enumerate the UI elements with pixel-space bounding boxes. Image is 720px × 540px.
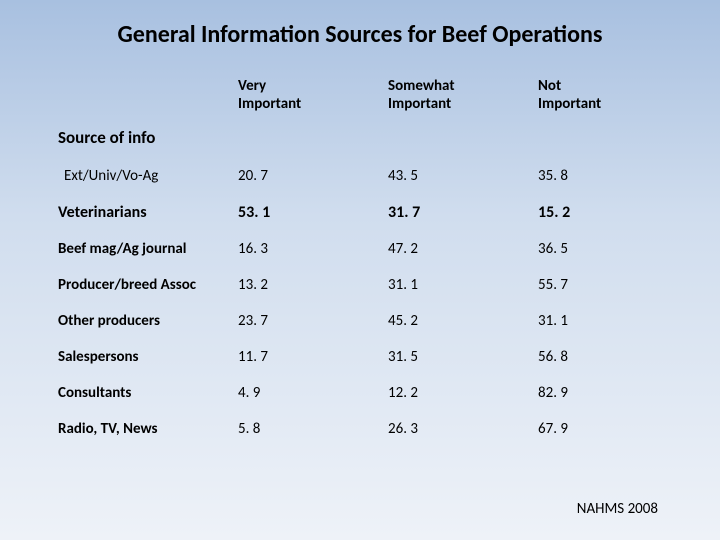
table-row: Consultants 4. 912. 282. 9 xyxy=(58,375,668,411)
cell-somewhat: 45. 2 xyxy=(388,303,538,339)
cell-somewhat: 31. 7 xyxy=(388,194,538,231)
cell-very: 23. 7 xyxy=(238,303,388,339)
page-title: General Information Sources for Beef Ope… xyxy=(0,0,720,77)
footer-citation: NAHMS 2008 xyxy=(577,500,658,518)
cell-very: 11. 7 xyxy=(238,339,388,375)
table-row: Ext/Univ/Vo-Ag20. 743. 535. 8 xyxy=(58,158,668,194)
row-header-label: Source of info xyxy=(58,113,238,158)
cell-not: 55. 7 xyxy=(538,267,668,303)
cell-very: 16. 3 xyxy=(238,231,388,267)
cell-not: 35. 8 xyxy=(538,158,668,194)
col-header-not: NotImportant xyxy=(538,77,668,113)
cell-somewhat: 26. 3 xyxy=(388,411,538,447)
table-row: Radio, TV, News 5. 826. 367. 9 xyxy=(58,411,668,447)
cell-not: 15. 2 xyxy=(538,194,668,231)
table-row: Salespersons11. 731. 556. 8 xyxy=(58,339,668,375)
source-label: Radio, TV, News xyxy=(58,411,238,447)
source-label: Ext/Univ/Vo-Ag xyxy=(58,158,238,194)
source-label: Salespersons xyxy=(58,339,238,375)
cell-somewhat: 12. 2 xyxy=(388,375,538,411)
col-header-very: VeryImportant xyxy=(238,77,388,113)
cell-somewhat: 31. 5 xyxy=(388,339,538,375)
source-label: Beef mag/Ag journal xyxy=(58,231,238,267)
cell-very: 13. 2 xyxy=(238,267,388,303)
table-row: Veterinarians53. 131. 715. 2 xyxy=(58,194,668,231)
cell-not: 67. 9 xyxy=(538,411,668,447)
info-table: VeryImportant SomewhatImportant NotImpor… xyxy=(58,77,668,447)
column-header-row: VeryImportant SomewhatImportant NotImpor… xyxy=(58,77,668,113)
source-label: Veterinarians xyxy=(58,194,238,231)
source-label: Consultants xyxy=(58,375,238,411)
cell-very: 53. 1 xyxy=(238,194,388,231)
cell-somewhat: 31. 1 xyxy=(388,267,538,303)
cell-not: 82. 9 xyxy=(538,375,668,411)
col-header-somewhat: SomewhatImportant xyxy=(388,77,538,113)
source-label: Other producers xyxy=(58,303,238,339)
source-label: Producer/breed Assoc xyxy=(58,267,238,303)
cell-very: 20. 7 xyxy=(238,158,388,194)
cell-not: 56. 8 xyxy=(538,339,668,375)
cell-not: 36. 5 xyxy=(538,231,668,267)
cell-somewhat: 43. 5 xyxy=(388,158,538,194)
table-row: Beef mag/Ag journal16. 347. 236. 5 xyxy=(58,231,668,267)
table-row: Other producers23. 745. 231. 1 xyxy=(58,303,668,339)
cell-somewhat: 47. 2 xyxy=(388,231,538,267)
cell-very: 4. 9 xyxy=(238,375,388,411)
table-row: Producer/breed Assoc13. 231. 155. 7 xyxy=(58,267,668,303)
cell-not: 31. 1 xyxy=(538,303,668,339)
cell-very: 5. 8 xyxy=(238,411,388,447)
